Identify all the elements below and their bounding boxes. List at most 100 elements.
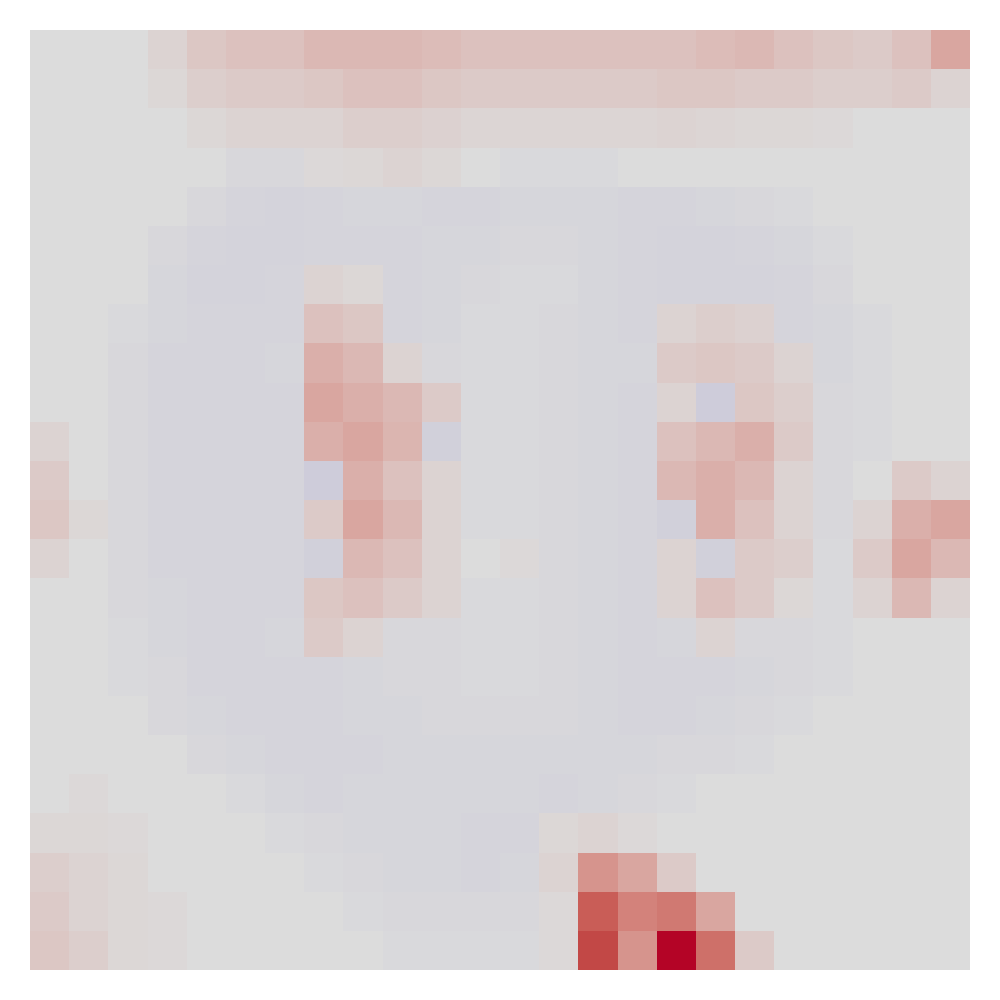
heatmap-cell bbox=[500, 461, 540, 501]
heatmap-cell bbox=[735, 30, 775, 70]
heatmap-cell bbox=[813, 226, 853, 266]
heatmap-cell bbox=[30, 853, 70, 893]
heatmap-cell bbox=[383, 383, 423, 423]
heatmap-cell bbox=[853, 226, 893, 266]
heatmap-cell bbox=[187, 69, 227, 109]
heatmap-cell bbox=[108, 226, 148, 266]
heatmap-cell bbox=[696, 853, 736, 893]
heatmap-cell bbox=[69, 657, 109, 697]
heatmap-cell bbox=[931, 696, 970, 736]
heatmap-cell bbox=[343, 696, 383, 736]
heatmap-cell bbox=[108, 343, 148, 383]
heatmap-cell bbox=[187, 657, 227, 697]
heatmap-cell bbox=[813, 265, 853, 305]
heatmap-cell bbox=[461, 343, 501, 383]
heatmap-cell bbox=[892, 696, 932, 736]
heatmap-cell bbox=[226, 696, 266, 736]
heatmap-cell bbox=[696, 892, 736, 932]
heatmap-cell bbox=[774, 265, 814, 305]
heatmap-cell bbox=[578, 813, 618, 853]
heatmap-cell bbox=[304, 304, 344, 344]
heatmap-cell bbox=[422, 343, 462, 383]
heatmap-cell bbox=[226, 578, 266, 618]
heatmap-cell bbox=[657, 813, 697, 853]
heatmap-cell bbox=[343, 30, 383, 70]
heatmap-cell bbox=[578, 304, 618, 344]
heatmap-cell bbox=[774, 774, 814, 814]
heatmap-cell bbox=[304, 539, 344, 579]
heatmap-cell bbox=[461, 657, 501, 697]
heatmap-cell bbox=[383, 500, 423, 540]
heatmap-cell bbox=[813, 892, 853, 932]
heatmap-cell bbox=[461, 187, 501, 227]
heatmap-cell bbox=[265, 265, 305, 305]
heatmap-cell bbox=[343, 500, 383, 540]
heatmap-cell bbox=[931, 69, 970, 109]
heatmap-cell bbox=[226, 500, 266, 540]
heatmap-cell bbox=[226, 735, 266, 775]
heatmap-cell bbox=[422, 813, 462, 853]
heatmap-cell bbox=[657, 422, 697, 462]
heatmap-cell bbox=[343, 265, 383, 305]
heatmap-cell bbox=[422, 30, 462, 70]
heatmap-cell bbox=[696, 735, 736, 775]
heatmap-cell bbox=[30, 461, 70, 501]
heatmap-cell bbox=[892, 148, 932, 188]
heatmap-cell bbox=[343, 422, 383, 462]
heatmap-cell bbox=[578, 343, 618, 383]
heatmap-cell bbox=[578, 853, 618, 893]
heatmap-cell bbox=[30, 383, 70, 423]
heatmap-cell bbox=[226, 187, 266, 227]
heatmap-cell bbox=[931, 931, 970, 970]
heatmap-cell bbox=[383, 108, 423, 148]
heatmap-cell bbox=[539, 892, 579, 932]
heatmap-cell bbox=[696, 226, 736, 266]
heatmap-cell bbox=[226, 657, 266, 697]
heatmap-cell bbox=[578, 500, 618, 540]
heatmap-cell bbox=[383, 696, 423, 736]
heatmap-cell bbox=[383, 813, 423, 853]
heatmap-cell bbox=[735, 383, 775, 423]
heatmap-cell bbox=[853, 69, 893, 109]
heatmap-cell bbox=[813, 853, 853, 893]
heatmap-cell bbox=[422, 657, 462, 697]
heatmap-cell bbox=[774, 539, 814, 579]
heatmap-cell bbox=[304, 148, 344, 188]
heatmap-cell bbox=[148, 69, 188, 109]
heatmap-cell bbox=[383, 69, 423, 109]
heatmap-cell bbox=[148, 931, 188, 970]
heatmap-cell bbox=[931, 539, 970, 579]
heatmap-cell bbox=[226, 461, 266, 501]
heatmap-cell bbox=[304, 226, 344, 266]
heatmap-cell bbox=[696, 774, 736, 814]
heatmap-cell bbox=[813, 657, 853, 697]
heatmap-cell bbox=[657, 892, 697, 932]
heatmap-cell bbox=[148, 696, 188, 736]
heatmap-cell bbox=[226, 813, 266, 853]
heatmap-cell bbox=[304, 657, 344, 697]
heatmap-cell bbox=[187, 30, 227, 70]
heatmap-cell bbox=[69, 853, 109, 893]
heatmap-cell bbox=[657, 108, 697, 148]
heatmap-cell bbox=[187, 931, 227, 970]
heatmap-cell bbox=[618, 226, 658, 266]
heatmap-cell bbox=[813, 383, 853, 423]
heatmap-cell bbox=[578, 735, 618, 775]
heatmap-cell bbox=[108, 500, 148, 540]
heatmap-cell bbox=[931, 892, 970, 932]
heatmap-cell bbox=[108, 931, 148, 970]
heatmap-cell bbox=[735, 226, 775, 266]
heatmap-cell bbox=[539, 657, 579, 697]
heatmap-cell bbox=[343, 618, 383, 658]
heatmap-cell bbox=[461, 226, 501, 266]
heatmap-cell bbox=[892, 265, 932, 305]
heatmap-cell bbox=[108, 265, 148, 305]
heatmap-cell bbox=[343, 69, 383, 109]
heatmap-cell bbox=[892, 853, 932, 893]
heatmap-cell bbox=[853, 265, 893, 305]
heatmap-cell bbox=[618, 578, 658, 618]
heatmap-cell bbox=[618, 618, 658, 658]
heatmap-cell bbox=[69, 461, 109, 501]
heatmap-cell bbox=[187, 226, 227, 266]
heatmap-cell bbox=[69, 578, 109, 618]
